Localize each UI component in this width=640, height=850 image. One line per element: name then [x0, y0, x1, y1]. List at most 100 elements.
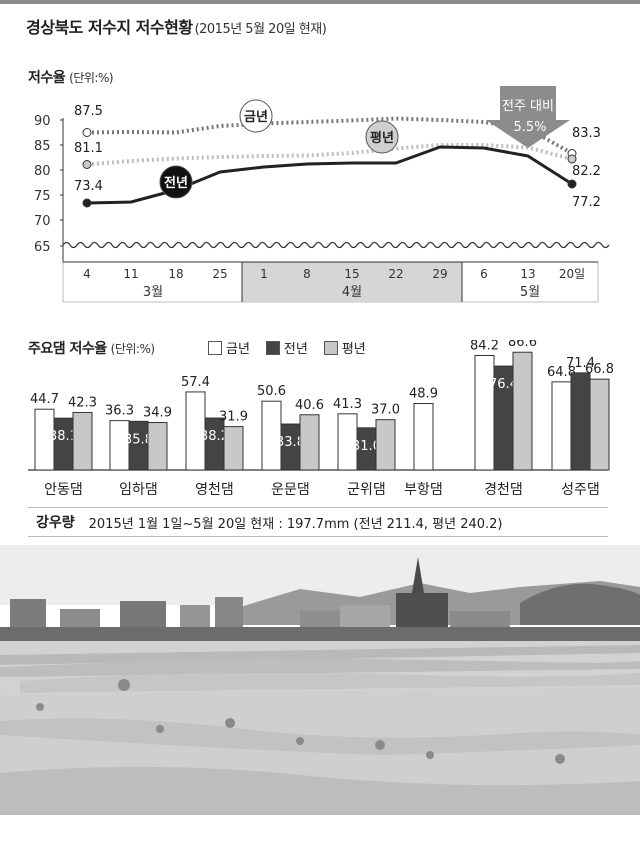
y-tick-label: 90 — [34, 114, 51, 129]
legend-item-last-year: 전년 — [265, 338, 308, 357]
bar-value-label: 38.1 — [49, 429, 78, 444]
line-section-label: 저수율 — [28, 70, 66, 86]
y-tick-label: 75 — [34, 189, 51, 204]
legend-swatch — [265, 340, 280, 355]
bar-section-unit: (단위:%) — [110, 342, 155, 356]
y-tick-label: 80 — [34, 164, 51, 179]
y-tick-label: 85 — [34, 139, 51, 154]
bar-value-label: 57.4 — [181, 375, 210, 390]
end-value-label: 82.2 — [572, 164, 601, 179]
x-tick-label: 29 — [432, 267, 447, 281]
series-line-last-year — [86, 145, 573, 205]
annotation-line2: 5.5% — [513, 120, 546, 135]
bar-legend: 금년 전년 평년 — [208, 338, 376, 357]
legend-label: 평년 — [341, 342, 366, 357]
dam-bar-chart: 44.7 38.1 42.3 안동댐 36.3 35.8 34.9 임하댐 57.4 38.2 31… — [28, 340, 614, 498]
axis-break-wave — [62, 241, 610, 249]
bar-value-label: 33.8 — [276, 435, 305, 450]
month-label: 4월 — [342, 285, 362, 300]
bar-normal — [223, 426, 244, 471]
x-tick-label: 6 — [480, 267, 488, 281]
bar-value-label: 44.7 — [30, 392, 59, 407]
x-tick-label: 20일 — [559, 267, 585, 281]
series-name-bubble — [159, 165, 193, 199]
bar-section-heading: 주요댐 저수율 (단위:%) — [28, 338, 155, 358]
bar-value-label: 35.8 — [124, 432, 153, 447]
legend-label: 금년 — [226, 342, 250, 357]
legend-item-normal: 평년 — [323, 338, 366, 357]
reservoir-photo-drawing — [0, 545, 640, 815]
dam-name-label: 경천댐 — [484, 482, 523, 498]
series-endpoint-this-year — [82, 128, 92, 137]
legend-label: 전년 — [283, 342, 308, 357]
week-change-arrow — [486, 86, 570, 148]
bar-value-label: 48.9 — [409, 386, 438, 401]
x-tick-label: 13 — [520, 267, 535, 281]
bar-value-label: 71.4 — [566, 356, 595, 371]
series-endpoint-normal — [567, 154, 577, 164]
bar-normal — [147, 422, 168, 471]
bar-normal — [512, 351, 533, 471]
x-tick-label: 25 — [212, 267, 227, 281]
y-tick-label: 70 — [34, 214, 51, 229]
legend-swatch — [208, 340, 222, 355]
bar-value-label: 64.8 — [547, 365, 576, 380]
bar-this-year — [551, 381, 572, 471]
bar-value-label: 86.6 — [508, 340, 537, 350]
end-value-label: 77.2 — [572, 195, 601, 210]
bar-normal — [375, 419, 396, 471]
end-value-label: 83.3 — [572, 126, 601, 141]
x-tick-label: 4 — [83, 267, 91, 281]
bar-this-year — [474, 354, 495, 471]
series-name-bubble — [365, 120, 399, 154]
dam-name-label: 영천댐 — [195, 482, 234, 498]
x-tick-label: 8 — [303, 267, 311, 281]
bar-normal — [589, 378, 610, 471]
title-text: 경상북도 저수지 저수현황 — [26, 18, 193, 37]
month-label: 5월 — [520, 285, 540, 300]
series-name-label: 전년 — [164, 175, 188, 191]
bar-value-label: 42.3 — [68, 395, 97, 410]
bar-value-label: 50.6 — [257, 384, 286, 399]
x-tick-label: 1 — [260, 267, 268, 281]
bar-normal — [299, 414, 320, 471]
x-tick-label: 18 — [168, 267, 183, 281]
rainfall-label: 강우량 — [36, 515, 75, 531]
bar-value-label: 76.4 — [489, 377, 518, 392]
dam-name-label: 안동댐 — [44, 482, 83, 498]
bar-value-label: 31.0 — [352, 439, 381, 454]
bar-value-label: 41.3 — [333, 397, 362, 412]
start-value-label: 81.1 — [74, 141, 103, 156]
bar-this-year — [413, 402, 434, 471]
bar-normal — [72, 411, 93, 471]
series-name-label: 금년 — [244, 110, 268, 125]
legend-item-this-year: 금년 — [208, 338, 250, 357]
series-endpoint-last-year — [82, 198, 92, 208]
bar-section-label: 주요댐 저수율 — [28, 341, 107, 357]
dam-name-label: 운문댐 — [271, 482, 310, 498]
month-label: 3월 — [143, 285, 163, 300]
bar-value-label: 40.6 — [295, 398, 324, 413]
annotation-line1: 전주 대비 — [502, 99, 554, 114]
y-tick-label: 65 — [34, 240, 51, 255]
line-section-heading: 저수율 (단위:%) — [28, 67, 114, 87]
series-endpoint-last-year — [567, 179, 577, 189]
bar-value-label: 31.9 — [219, 410, 248, 425]
line-section-unit: (단위:%) — [69, 71, 114, 85]
x-tick-label: 15 — [344, 267, 359, 281]
bar-value-label: 34.9 — [143, 406, 172, 421]
dam-name-label: 군위댐 — [347, 482, 386, 498]
dam-name-label: 임하댐 — [119, 482, 158, 498]
series-line-normal — [86, 143, 573, 167]
bar-value-label: 38.2 — [200, 429, 229, 444]
x-tick-label: 11 — [123, 267, 138, 281]
top-bar — [0, 0, 640, 4]
dam-name-label: 성주댐 — [561, 482, 600, 498]
start-value-label: 73.4 — [74, 179, 103, 194]
rainfall-box: 강우량 2015년 1월 1일~5월 20일 현재 : 197.7mm (전년 … — [28, 507, 608, 537]
bar-value-label: 36.3 — [105, 404, 134, 419]
series-name-bubble — [239, 99, 273, 133]
bar-last-year — [570, 372, 591, 471]
